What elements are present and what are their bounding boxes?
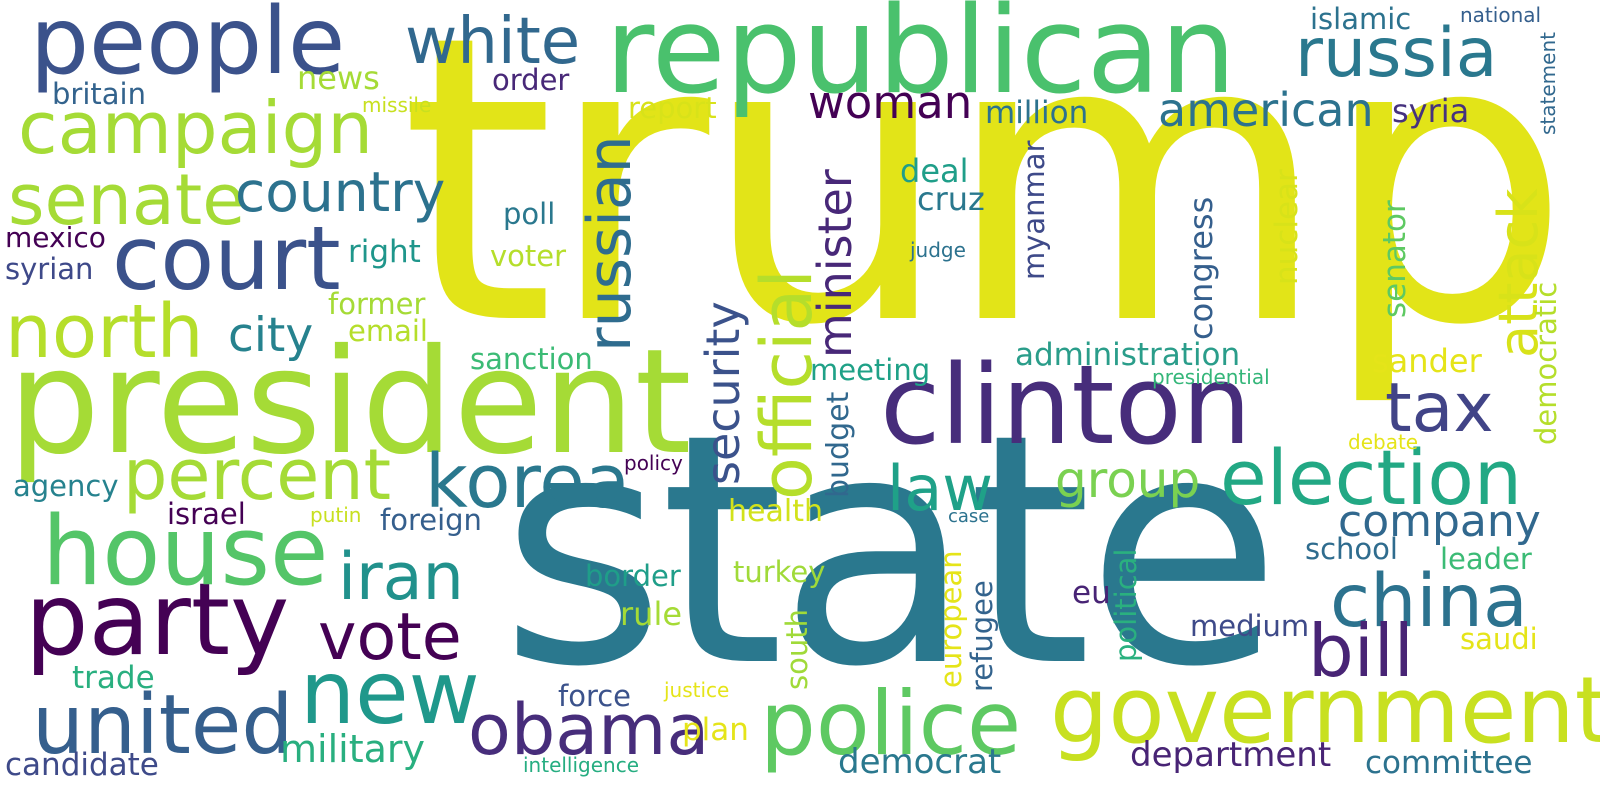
word-north: north [5, 289, 204, 375]
word-news: news [297, 59, 380, 97]
word-obama: obama [468, 689, 710, 771]
word-million: million [985, 95, 1089, 131]
word-foreign: foreign [380, 503, 482, 537]
word-debate: debate [1348, 430, 1419, 454]
word-state: state [500, 366, 1282, 736]
word-border: border [585, 559, 681, 593]
word-nuclear: nuclear [1269, 169, 1305, 285]
word-house: house [42, 497, 329, 607]
word-democratic: democratic [1529, 281, 1563, 445]
word-rule: rule [620, 595, 683, 633]
word-military: military [280, 727, 425, 771]
word-email: email [348, 314, 428, 348]
word-percent: percent [123, 434, 392, 516]
word-report: report [628, 91, 717, 125]
word-mexico: mexico [5, 221, 106, 254]
word-putin: putin [310, 503, 362, 527]
word-turkey: turkey [733, 555, 826, 589]
word-law: law [887, 452, 993, 525]
word-justice: justice [664, 678, 730, 702]
word-senate: senate [8, 159, 246, 241]
word-campaign: campaign [18, 86, 374, 170]
word-eu: eu [1072, 575, 1111, 611]
word-congress: congress [1182, 196, 1220, 340]
word-white: white [405, 5, 581, 79]
word-meeting: meeting [810, 353, 931, 387]
word-britain: britain [52, 77, 146, 111]
word-candidate: candidate [5, 747, 159, 783]
word-party: party [25, 561, 290, 678]
word-missile: missile [362, 93, 432, 117]
word-syrian: syrian [5, 252, 94, 286]
word-department: department [1130, 735, 1332, 775]
word-clinton: clinton [880, 341, 1252, 469]
word-national: national [1460, 3, 1542, 27]
word-presidential: presidential [1152, 365, 1270, 389]
word-judge: judge [910, 238, 966, 262]
word-city: city [228, 308, 314, 363]
word-south: south [780, 609, 814, 690]
word-company: company [1338, 496, 1541, 547]
word-myanmar: myanmar [1017, 140, 1051, 280]
word-sander: sander [1372, 342, 1482, 380]
word-cruz: cruz [917, 180, 985, 218]
word-plan: plan [682, 712, 749, 748]
word-islamic: islamic [1310, 2, 1412, 36]
word-republican: republican [605, 0, 1237, 121]
word-administration: administration [1015, 337, 1241, 373]
word-united: united [32, 678, 294, 773]
word-bill: bill [1308, 609, 1414, 693]
word-people: people [30, 0, 346, 95]
word-agency: agency [13, 469, 119, 503]
word-election: election [1220, 433, 1522, 522]
word-committee: committee [1365, 745, 1533, 781]
word-refugee: refugee [965, 580, 999, 692]
word-woman: woman [808, 76, 973, 129]
word-policy: policy [624, 451, 683, 475]
word-european: european [934, 550, 968, 688]
word-saudi: saudi [1460, 622, 1538, 656]
word-deal: deal [900, 152, 969, 190]
word-senator: senator [1377, 200, 1413, 318]
word-health: health [728, 494, 823, 529]
word-iran: iran [338, 540, 464, 615]
word-poll: poll [503, 197, 556, 231]
word-case: case [948, 506, 990, 527]
word-israel: israel [167, 497, 246, 531]
word-trump: trump [400, 0, 1571, 412]
word-country: country [235, 160, 446, 224]
word-police: police [760, 672, 1022, 775]
word-russian: russian [575, 135, 645, 352]
word-russia: russia [1295, 14, 1498, 93]
word-former: former [328, 287, 426, 321]
word-leader: leader [1440, 542, 1532, 576]
word-order: order [492, 63, 570, 97]
word-security: security [696, 301, 750, 485]
word-school: school [1305, 532, 1398, 566]
word-american: american [1158, 83, 1374, 137]
word-vote: vote [318, 600, 462, 675]
word-group: group [1055, 451, 1201, 509]
word-new: new [300, 642, 480, 744]
word-sanction: sanction [470, 342, 593, 376]
word-democrat: democrat [838, 742, 1002, 782]
word-right: right [348, 234, 421, 270]
word-china: china [1330, 559, 1528, 644]
word-korea: korea [425, 439, 631, 525]
word-tax: tax [1385, 369, 1494, 448]
word-syria: syria [1392, 92, 1470, 130]
word-president: president [8, 318, 692, 487]
word-voter: voter [490, 239, 567, 273]
word-government: government [1050, 657, 1600, 764]
word-medium: medium [1190, 609, 1310, 643]
word-political: political [1109, 548, 1143, 662]
word-minister: minister [808, 169, 862, 358]
word-budget: budget [821, 391, 856, 498]
word-intelligence: intelligence [523, 753, 640, 777]
word-statement: statement [1536, 32, 1560, 135]
word-court: court [112, 207, 341, 310]
word-trade: trade [72, 660, 155, 696]
word-force: force [558, 679, 632, 713]
